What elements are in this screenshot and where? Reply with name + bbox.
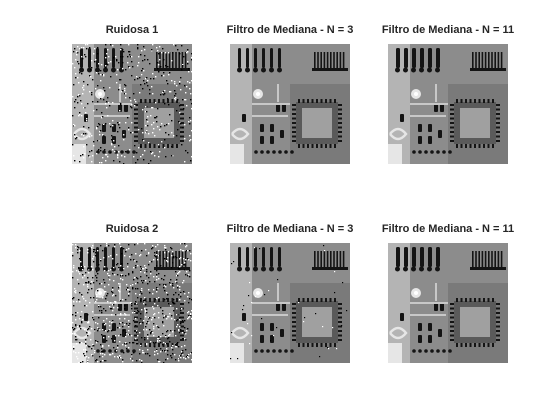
circuit-board-image: [72, 243, 192, 363]
circuit-board-render: [230, 44, 350, 164]
circuit-board-render: [388, 243, 508, 363]
circuit-board-render: [72, 44, 192, 164]
circuit-board-image: [230, 44, 350, 164]
subplot-title: Filtro de Mediana - N = 3: [226, 223, 354, 235]
circuit-board-render: [388, 44, 508, 164]
circuit-board-render: [72, 243, 192, 363]
circuit-board-image: [230, 243, 350, 363]
circuit-board-render: [230, 243, 350, 363]
circuit-board-image: [388, 243, 508, 363]
subplot-title: Ruidosa 2: [105, 223, 159, 235]
circuit-board-image: [72, 44, 192, 164]
subplot-title: Filtro de Mediana - N = 11: [381, 24, 515, 36]
circuit-board-image: [388, 44, 508, 164]
subplot-title: Ruidosa 1: [105, 24, 159, 36]
subplot-title: Filtro de Mediana - N = 3: [226, 24, 354, 36]
subplot-title: Filtro de Mediana - N = 11: [381, 223, 515, 235]
